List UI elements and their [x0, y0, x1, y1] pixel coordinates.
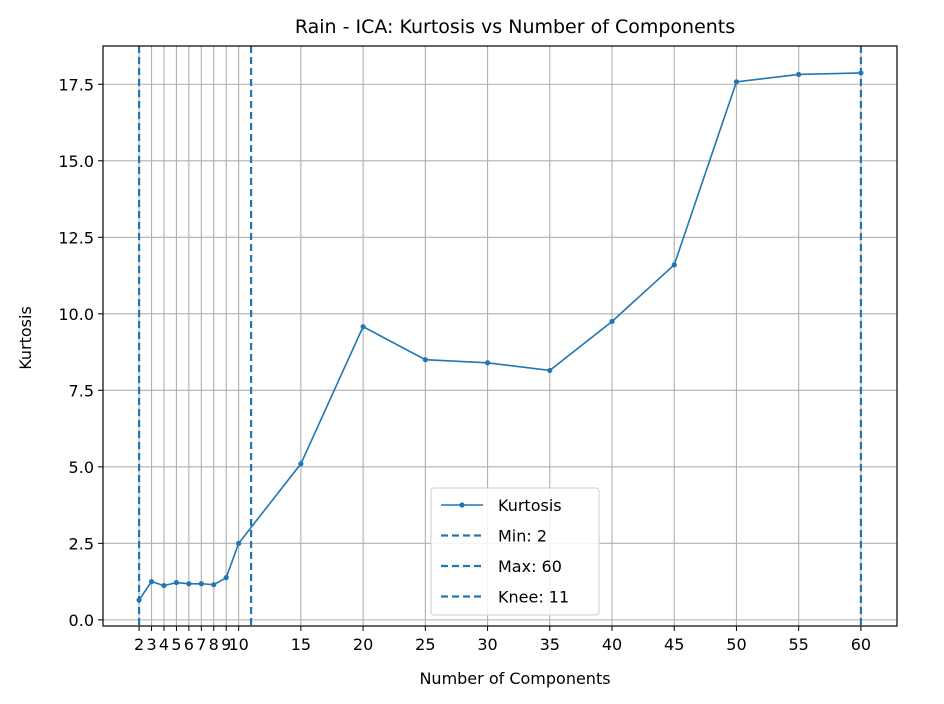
legend-marker: [459, 502, 465, 508]
x-tick-label: 8: [209, 635, 219, 654]
x-tick-label: 3: [146, 635, 156, 654]
x-tick-label: 10: [228, 635, 248, 654]
legend-label: Knee: 11: [498, 588, 569, 607]
data-point: [198, 581, 204, 587]
x-tick-label: 25: [415, 635, 435, 654]
x-tick-label: 20: [353, 635, 373, 654]
axes-frame: [102, 45, 898, 627]
legend-box: [430, 487, 600, 616]
data-point: [186, 581, 192, 587]
x-tick-label: 45: [664, 635, 684, 654]
y-tick-label: 12.5: [58, 228, 94, 247]
data-point: [223, 575, 229, 581]
x-tick-label: 55: [789, 635, 809, 654]
x-axis-label: Number of Components: [419, 669, 610, 688]
data-point: [671, 262, 677, 268]
x-tick-label: 30: [477, 635, 497, 654]
data-point: [858, 70, 864, 76]
x-tick-label: 35: [540, 635, 560, 654]
data-point: [360, 324, 366, 330]
data-point: [173, 579, 180, 586]
y-tick-label: 17.5: [58, 75, 94, 94]
y-axis-ticks: 0.0 2.5 5.0 7.5 10.0 12.5 15.0 17.5: [58, 75, 103, 630]
x-tick-label: 6: [184, 635, 194, 654]
data-point: [148, 579, 155, 585]
legend: Kurtosis Min: 2 Max: 60 Knee: 11: [430, 487, 600, 616]
x-tick-label: 60: [851, 635, 871, 654]
y-tick-label: 15.0: [58, 152, 94, 171]
series-layer: [136, 70, 864, 603]
data-point: [161, 582, 167, 589]
x-tick-label: 2: [134, 635, 144, 654]
y-tick-label: 0.0: [69, 611, 94, 630]
y-tick-label: 2.5: [69, 534, 94, 553]
data-point: [609, 318, 615, 325]
x-axis-ticks: 2 3 4 5 6 7 8 910 15 20 25 30 35 40 45 50 55 60: [134, 626, 871, 654]
x-tick-label: 40: [602, 635, 622, 654]
data-point: [484, 360, 491, 366]
data-point: [236, 540, 242, 546]
legend-label: Max: 60: [498, 557, 562, 576]
data-point: [796, 71, 802, 78]
y-tick-label: 5.0: [69, 458, 94, 477]
grid: [103, 46, 897, 626]
data-point: [733, 79, 740, 85]
data-point: [136, 597, 142, 603]
x-tick-label: 50: [726, 635, 746, 654]
y-axis-label: Kurtosis: [16, 306, 35, 370]
x-tick-label: 15: [291, 635, 311, 654]
x-tick-label: 4: [159, 635, 169, 654]
y-tick-label: 7.5: [69, 381, 94, 400]
x-tick-label: 9: [221, 635, 231, 654]
y-tick-label: 10.0: [58, 305, 94, 324]
legend-label: Kurtosis: [498, 496, 562, 515]
x-tick-label: 5: [171, 635, 181, 654]
x-tick-label: 7: [196, 635, 206, 654]
legend-label: Min: 2: [498, 527, 547, 546]
data-point: [298, 461, 304, 467]
chart-title: Rain - ICA: Kurtosis vs Number of Compon…: [295, 16, 735, 38]
data-point: [422, 357, 428, 363]
data-point: [211, 582, 217, 588]
data-point: [547, 367, 553, 374]
reference-lines: [137, 46, 863, 626]
